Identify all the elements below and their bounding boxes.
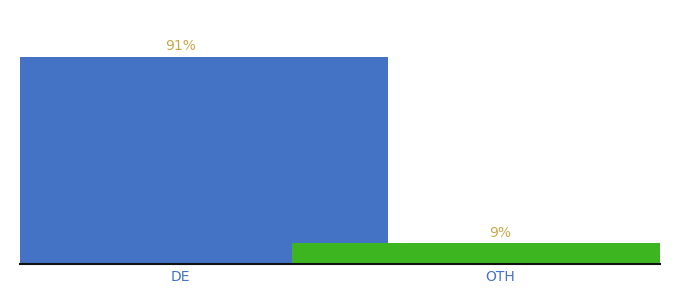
Bar (0, 56, 388, 264)
Text: 91%: 91% (165, 39, 196, 53)
Text: 9%: 9% (489, 226, 511, 240)
Bar (292, 244, 680, 264)
